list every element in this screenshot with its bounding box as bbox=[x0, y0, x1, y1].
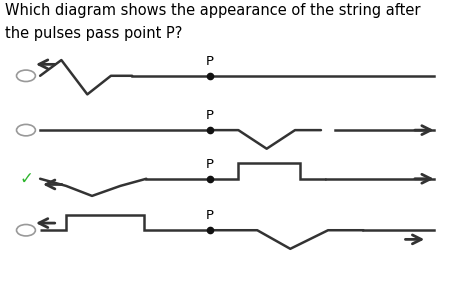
Text: P: P bbox=[206, 209, 214, 222]
Text: the pulses pass point P?: the pulses pass point P? bbox=[5, 26, 182, 41]
Text: ✓: ✓ bbox=[19, 170, 33, 188]
Text: P: P bbox=[206, 158, 214, 171]
Text: P: P bbox=[206, 55, 214, 68]
Text: P: P bbox=[206, 109, 214, 122]
Text: Which diagram shows the appearance of the string after: Which diagram shows the appearance of th… bbox=[5, 3, 420, 18]
